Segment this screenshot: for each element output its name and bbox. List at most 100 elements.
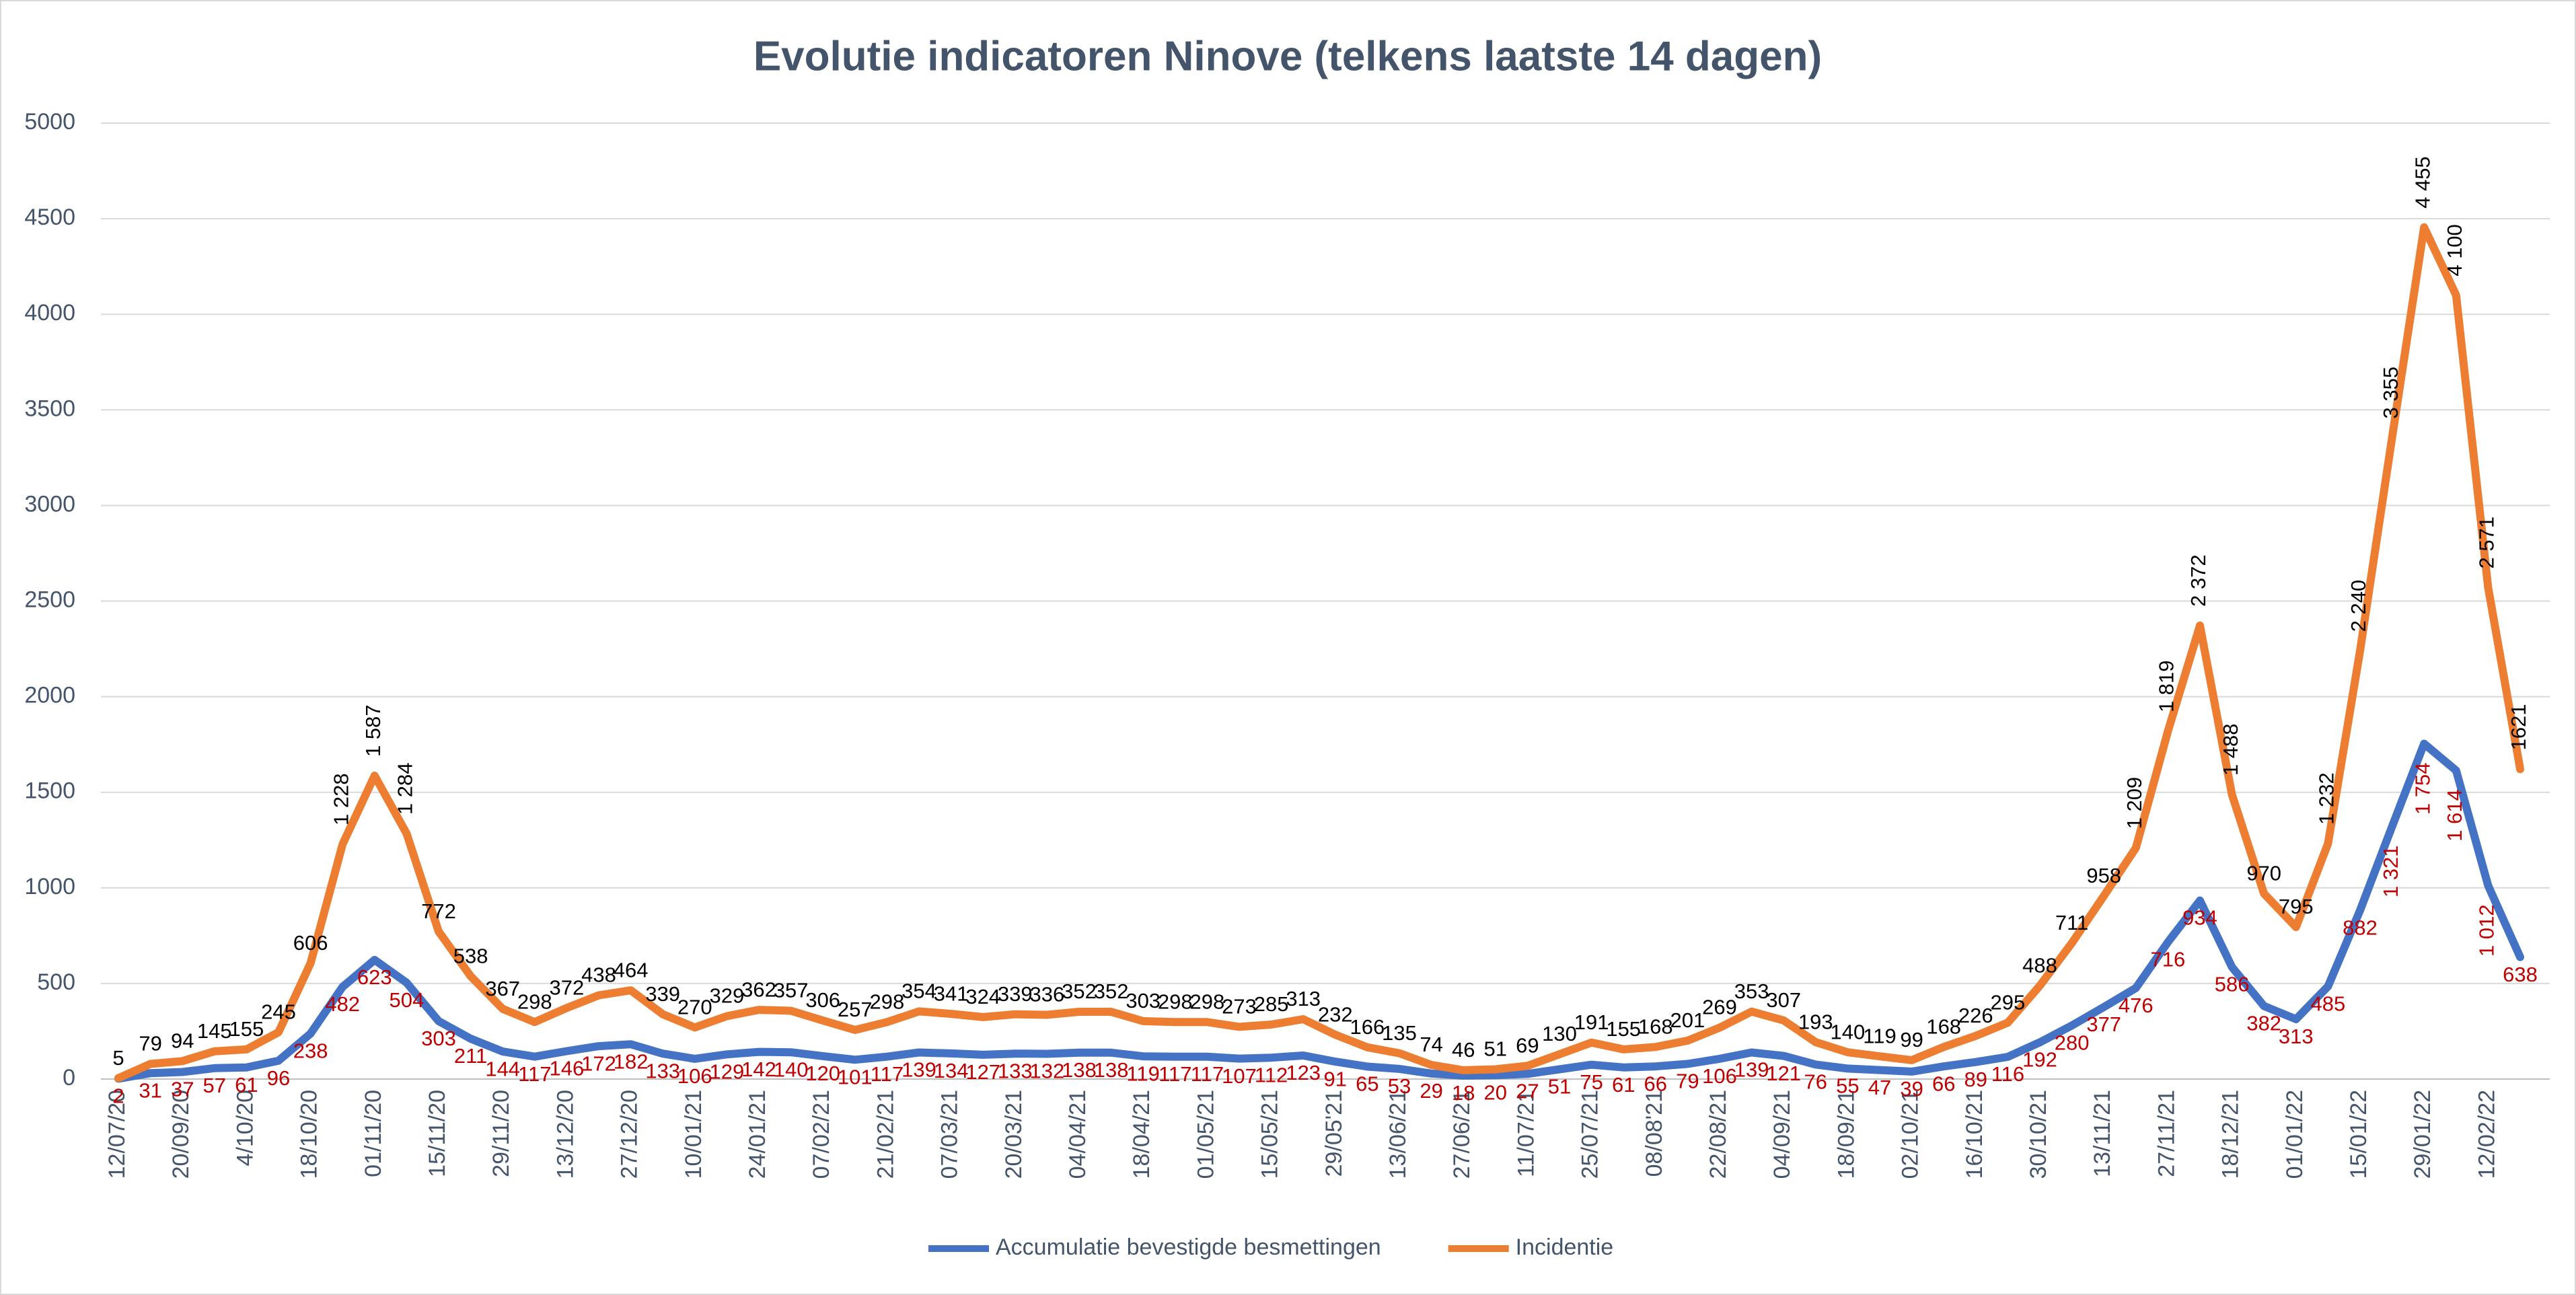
data-label: 139 <box>1734 1058 1769 1082</box>
data-label: 586 <box>2215 973 2250 996</box>
x-tick-label: 24/01/21 <box>745 1090 770 1179</box>
data-label: 112 <box>1255 1063 1288 1086</box>
data-label: 117 <box>1191 1062 1224 1086</box>
data-label: 133 <box>998 1059 1033 1082</box>
line-series <box>114 739 2524 1083</box>
data-label: 117 <box>518 1062 551 1086</box>
data-label: 772 <box>421 899 456 923</box>
data-label: 65 <box>1356 1072 1378 1096</box>
data-label: 144 <box>485 1057 520 1080</box>
data-label: 117 <box>871 1062 904 1086</box>
data-label: 89 <box>1964 1068 1987 1091</box>
y-tick-label: 500 <box>37 969 75 995</box>
data-label: 1 587 <box>361 704 385 757</box>
data-label: 280 <box>2055 1031 2090 1055</box>
x-tick-label: 01/01/22 <box>2282 1090 2308 1179</box>
data-label: 140 <box>774 1058 809 1081</box>
data-label: 27 <box>1516 1080 1539 1103</box>
data-label: 120 <box>805 1062 840 1085</box>
x-tick-label: 07/03/21 <box>937 1090 963 1179</box>
data-label: 132 <box>1030 1060 1065 1083</box>
data-label: 51 <box>1548 1075 1571 1099</box>
data-label: 1 754 <box>2411 763 2434 815</box>
y-tick-label: 4000 <box>24 300 75 326</box>
x-tick-label: 01/05/21 <box>1193 1090 1218 1179</box>
x-tick-label: 25/07/21 <box>1578 1090 1603 1179</box>
x-tick-label: 16/10/21 <box>1962 1090 1987 1179</box>
x-tick-label: 18/04/21 <box>1129 1090 1154 1179</box>
data-label: 135 <box>1382 1021 1417 1045</box>
x-tick-label: 18/09/21 <box>1833 1090 1859 1179</box>
data-label: 119 <box>1126 1062 1159 1085</box>
data-label: 66 <box>1644 1072 1667 1095</box>
data-label: 341 <box>934 982 969 1005</box>
data-label: 2 240 <box>2347 580 2370 632</box>
data-label: 191 <box>1574 1010 1609 1034</box>
data-label: 106 <box>1702 1064 1737 1088</box>
data-label: 2 571 <box>2475 517 2499 569</box>
y-tick-label: 1000 <box>24 874 75 899</box>
data-label: 3 355 <box>2379 367 2402 419</box>
y-tick-label: 4500 <box>24 205 75 230</box>
data-label: 51 <box>1484 1037 1507 1061</box>
data-label: 4 455 <box>2411 156 2434 209</box>
data-label: 146 <box>550 1057 585 1080</box>
data-label: 123 <box>1286 1061 1321 1084</box>
data-label: 79 <box>139 1032 161 1056</box>
data-label: 116 <box>1991 1062 2024 1086</box>
data-label: 107 <box>1222 1064 1257 1088</box>
data-label: 354 <box>901 979 936 1003</box>
data-label: 31 <box>139 1078 161 1102</box>
data-label: 192 <box>2022 1048 2057 1072</box>
data-label: 1621 <box>2507 704 2530 750</box>
data-label: 130 <box>1542 1022 1577 1045</box>
data-label: 882 <box>2343 916 2378 940</box>
data-label: 182 <box>614 1049 649 1073</box>
data-label: 307 <box>1766 988 1801 1012</box>
data-label: 139 <box>901 1058 936 1082</box>
data-label: 66 <box>1932 1072 1955 1095</box>
data-label: 298 <box>870 990 905 1013</box>
x-tick-label: 07/02/21 <box>809 1090 834 1179</box>
data-label: 129 <box>710 1060 745 1084</box>
data-label: 99 <box>1900 1028 1923 1051</box>
x-tick-label: 27/12/20 <box>617 1090 642 1179</box>
data-label: 1 614 <box>2443 789 2466 842</box>
data-label: 1 012 <box>2475 904 2499 957</box>
x-tick-label: 15/11/20 <box>425 1090 450 1177</box>
x-tick-label: 02/10/21 <box>1898 1090 1923 1179</box>
x-tick-label: 13/06/21 <box>1385 1090 1411 1179</box>
x-tick-label: 27/06/21 <box>1449 1090 1475 1179</box>
data-label: 79 <box>1676 1070 1699 1093</box>
line-series <box>114 223 2524 1082</box>
y-tick-label: 0 <box>63 1065 75 1090</box>
data-label: 127 <box>965 1060 1000 1084</box>
data-label: 226 <box>1958 1004 1993 1027</box>
data-label: 377 <box>2086 1012 2121 1036</box>
data-label: 46 <box>1452 1038 1475 1062</box>
data-label: 362 <box>741 977 776 1001</box>
data-label: 134 <box>934 1059 969 1082</box>
data-label: 117 <box>1158 1062 1191 1086</box>
data-label: 464 <box>614 958 649 982</box>
y-tick-label: 3000 <box>24 491 75 517</box>
data-label: 74 <box>1420 1033 1442 1056</box>
y-tick-label: 5000 <box>24 109 75 135</box>
data-label: 101 <box>838 1065 873 1088</box>
x-tick-label: 13/12/20 <box>552 1090 578 1179</box>
data-label: 303 <box>421 1027 456 1050</box>
data-label: 211 <box>454 1044 487 1068</box>
data-label: 716 <box>2151 948 2186 971</box>
data-label: 69 <box>1516 1034 1539 1058</box>
data-label: 138 <box>1062 1058 1097 1082</box>
data-label: 5 <box>112 1046 124 1070</box>
data-label: 488 <box>2022 953 2057 977</box>
data-label: 353 <box>1734 979 1769 1003</box>
data-label: 2 <box>112 1084 124 1108</box>
data-label: 57 <box>203 1074 226 1097</box>
data-label: 372 <box>550 975 585 999</box>
data-label: 934 <box>2182 906 2217 930</box>
y-tick-label: 1500 <box>24 778 75 804</box>
